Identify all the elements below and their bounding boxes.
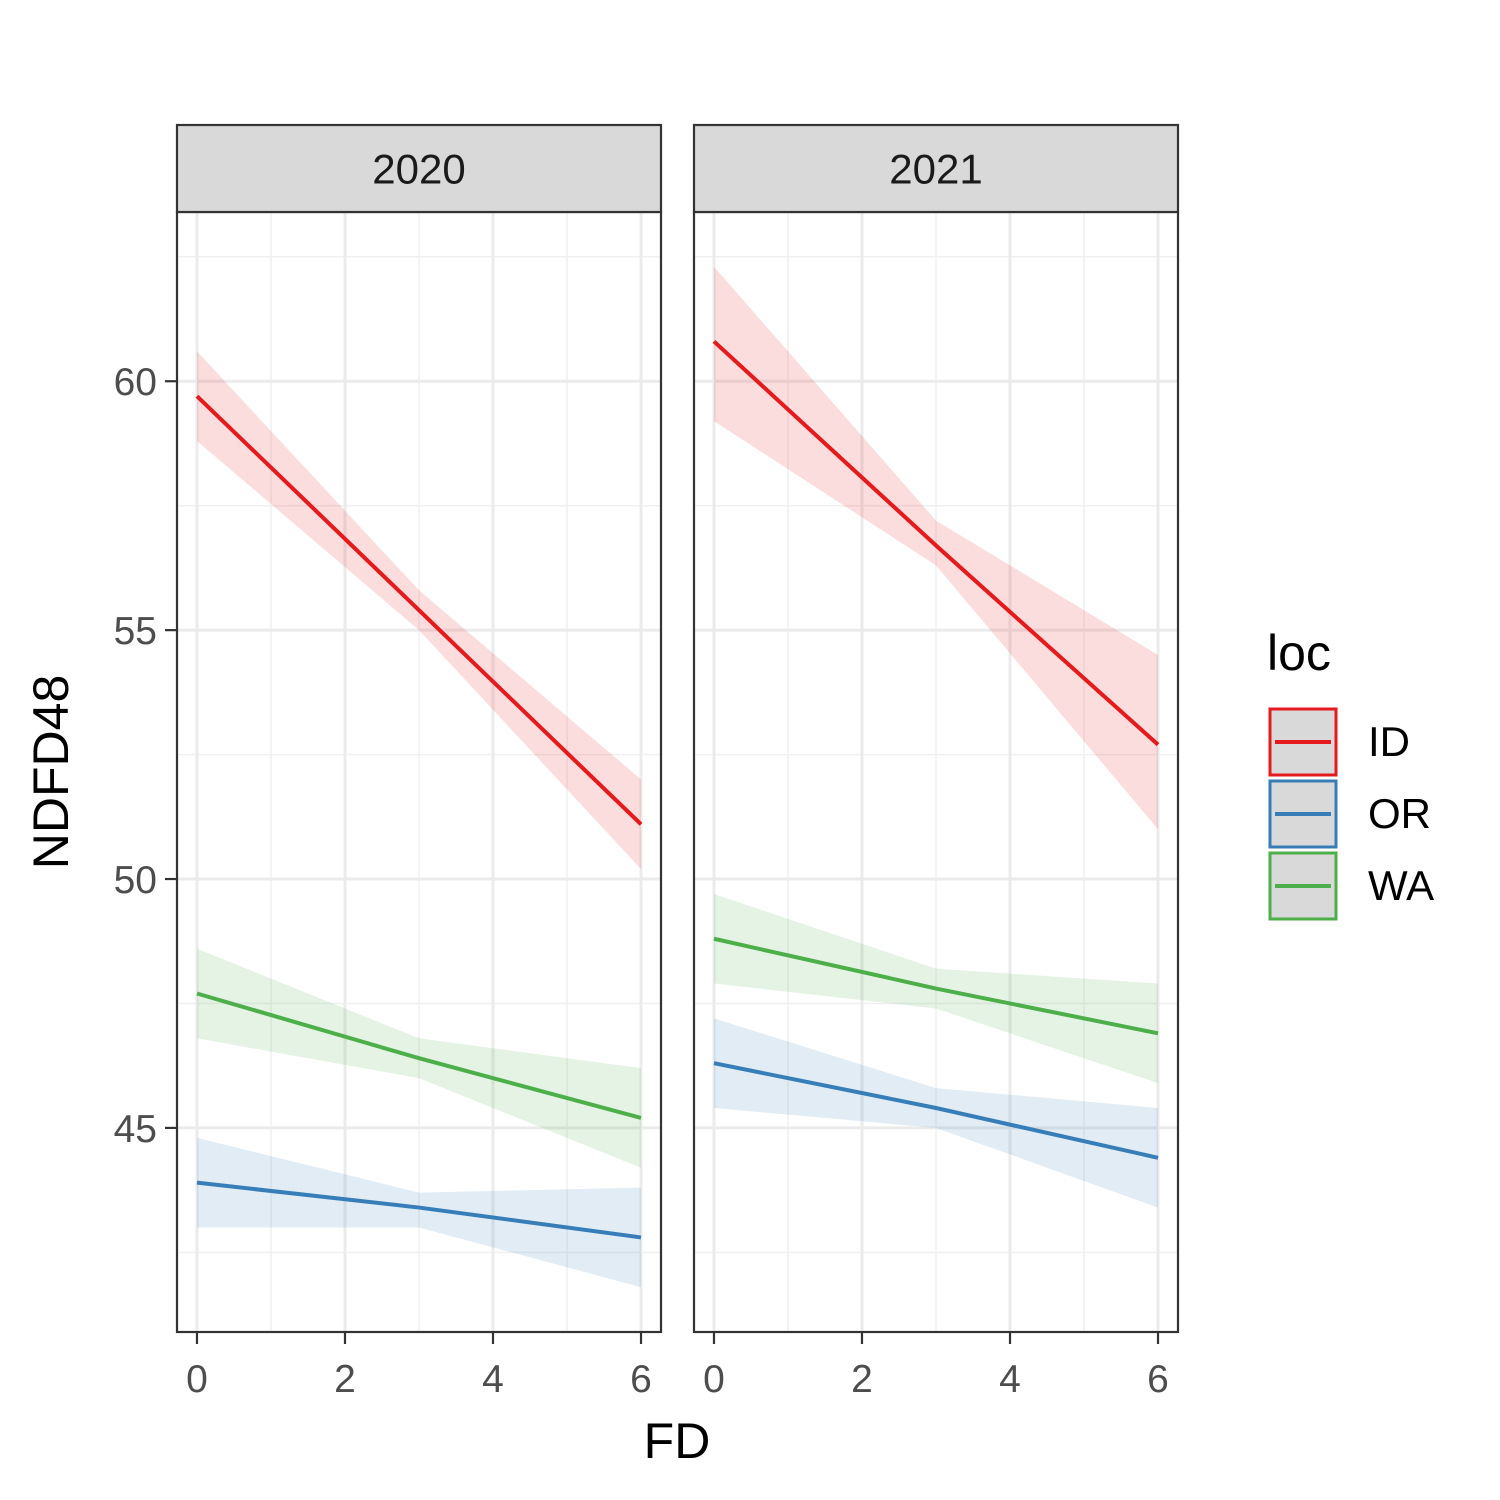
y-axis-title: NDFD48 (23, 675, 79, 869)
legend-title: loc (1267, 625, 1331, 681)
ribbon-or (713, 1018, 1159, 1208)
ribbon-or (196, 1137, 642, 1288)
legend-label-wa: WA (1368, 862, 1434, 909)
facet-strip-label: 2020 (372, 146, 465, 193)
y-tick-label: 60 (114, 361, 157, 404)
y-tick-label: 45 (114, 1108, 157, 1151)
facet-strip (175, 123, 663, 214)
series-line-id (712, 339, 1160, 747)
x-tick-label: 4 (999, 1358, 1021, 1401)
facet-strip-label: 2021 (889, 146, 982, 193)
x-axis-title: FD (644, 1413, 711, 1469)
facet-strip (692, 123, 1180, 214)
x-tick-label: 0 (703, 1358, 725, 1401)
y-tick-label: 55 (114, 610, 157, 653)
legend-label-id: ID (1368, 718, 1410, 765)
x-tick-label: 4 (482, 1358, 504, 1401)
series-line-or (713, 1061, 1159, 1160)
x-tick-label: 6 (630, 1358, 652, 1401)
series-line-wa (196, 991, 642, 1120)
x-tick-label: 2 (334, 1358, 356, 1401)
legend-label-or: OR (1368, 790, 1431, 837)
x-tick-label: 0 (186, 1358, 208, 1401)
y-tick-label: 50 (114, 859, 157, 902)
series-line-wa (713, 936, 1159, 1036)
series-line-or (196, 1180, 642, 1240)
x-tick-label: 2 (851, 1358, 873, 1401)
series-line-id (195, 394, 643, 826)
x-tick-label: 6 (1147, 1358, 1169, 1401)
